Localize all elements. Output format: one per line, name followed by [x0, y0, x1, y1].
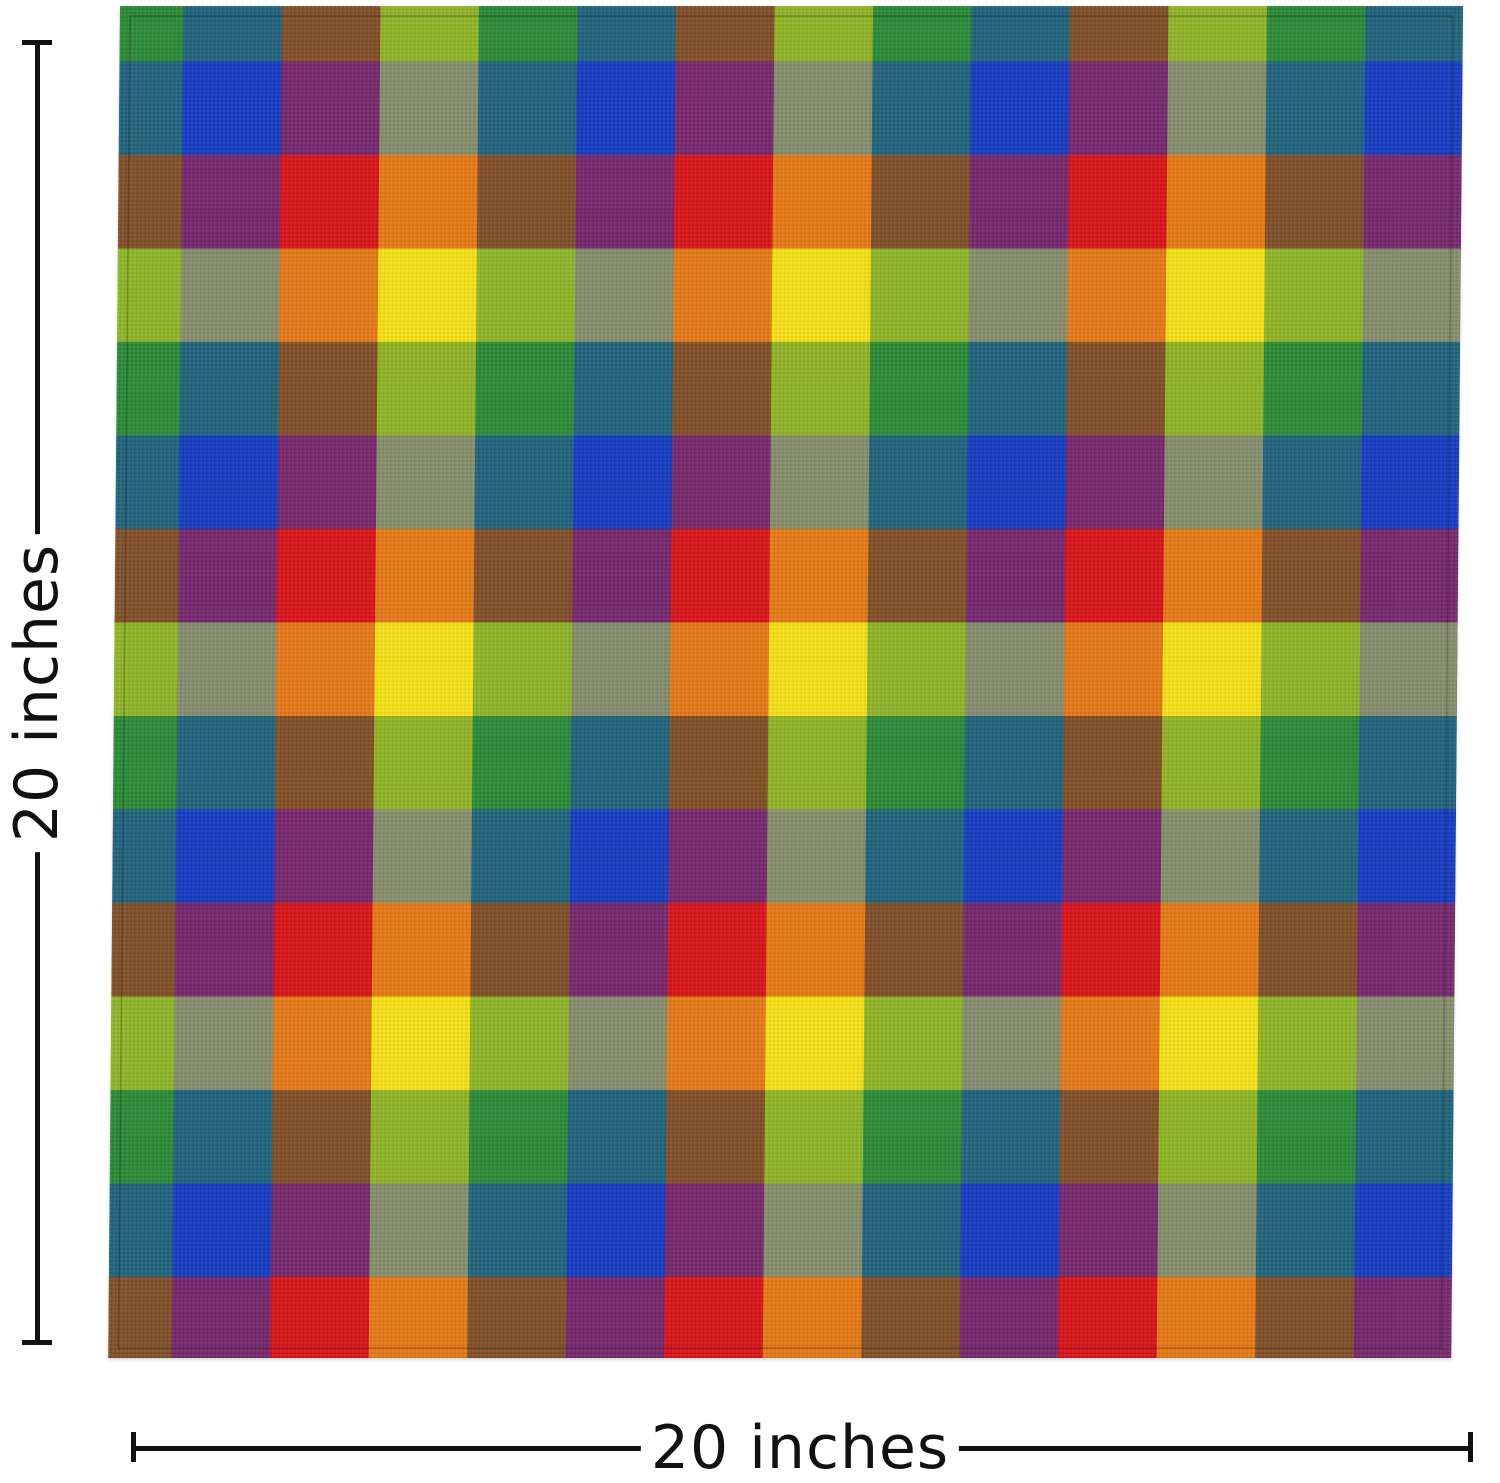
width-dimension-cap-left	[131, 1432, 136, 1462]
width-label: 20 inches	[640, 1418, 960, 1478]
plaid-pattern	[108, 6, 1463, 1358]
plaid-napkin	[108, 6, 1463, 1358]
height-label: 20 inches	[2, 533, 72, 853]
height-dimension-cap-bottom	[22, 1340, 52, 1345]
height-dimension-cap-top	[22, 40, 52, 45]
weave-texture	[108, 6, 1463, 1358]
hem-stitch	[117, 15, 1454, 1349]
width-dimension-cap-right	[1468, 1432, 1473, 1462]
